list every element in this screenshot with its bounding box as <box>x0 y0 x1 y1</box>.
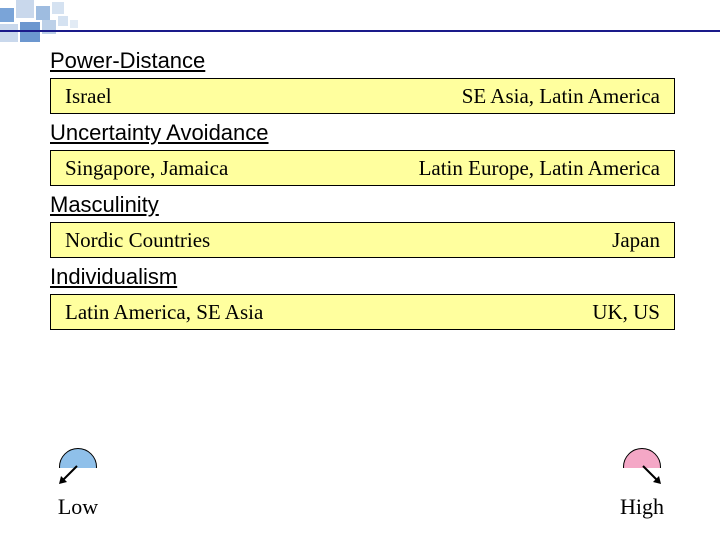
legend-high: High <box>619 448 665 520</box>
low-example: Latin America, SE Asia <box>65 300 263 325</box>
header-divider <box>0 30 720 32</box>
dimension-bar: Nordic Countries Japan <box>50 222 675 258</box>
high-example: Latin Europe, Latin America <box>419 156 660 181</box>
legend-low-label: Low <box>58 494 98 520</box>
corner-decoration <box>0 0 150 55</box>
dimension-block: Individualism Latin America, SE Asia UK,… <box>50 264 675 330</box>
low-example: Israel <box>65 84 112 109</box>
dimensions-content: Power-Distance Israel SE Asia, Latin Ame… <box>50 48 675 336</box>
high-example: Japan <box>612 228 660 253</box>
dimension-block: Uncertainty Avoidance Singapore, Jamaica… <box>50 120 675 186</box>
dimension-title: Uncertainty Avoidance <box>50 120 675 146</box>
legend: Low High <box>55 448 665 520</box>
legend-high-label: High <box>620 494 664 520</box>
dimension-title: Masculinity <box>50 192 675 218</box>
dimension-block: Masculinity Nordic Countries Japan <box>50 192 675 258</box>
low-marker-icon <box>55 448 101 488</box>
low-example: Nordic Countries <box>65 228 210 253</box>
dimension-block: Power-Distance Israel SE Asia, Latin Ame… <box>50 48 675 114</box>
legend-low: Low <box>55 448 101 520</box>
dimension-bar: Latin America, SE Asia UK, US <box>50 294 675 330</box>
dimension-bar: Israel SE Asia, Latin America <box>50 78 675 114</box>
low-example: Singapore, Jamaica <box>65 156 228 181</box>
dimension-title: Individualism <box>50 264 675 290</box>
high-marker-icon <box>619 448 665 488</box>
dimension-bar: Singapore, Jamaica Latin Europe, Latin A… <box>50 150 675 186</box>
high-example: SE Asia, Latin America <box>462 84 660 109</box>
dimension-title: Power-Distance <box>50 48 675 74</box>
high-example: UK, US <box>592 300 660 325</box>
